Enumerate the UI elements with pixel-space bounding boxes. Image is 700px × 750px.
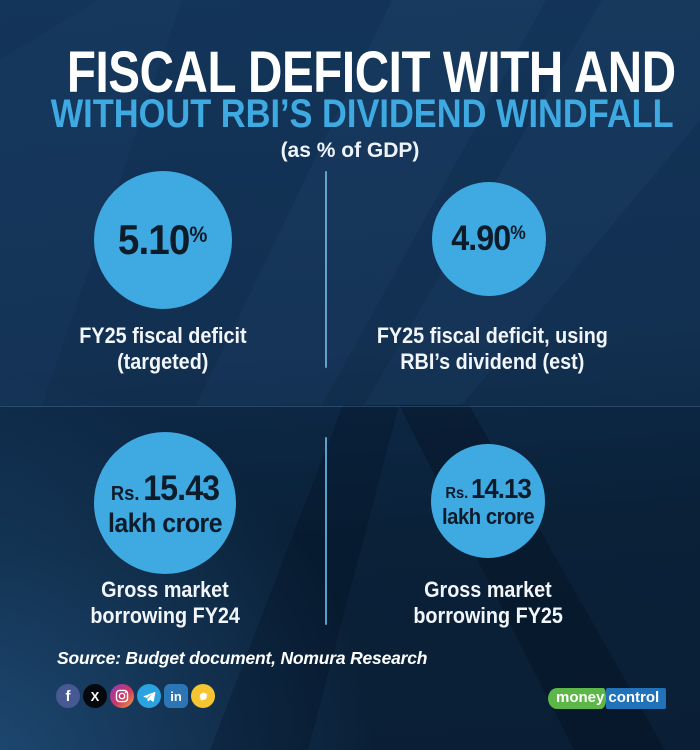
title-line-1: FISCAL DEFICIT WITH AND xyxy=(66,40,676,105)
moneycontrol-logo[interactable]: money control xyxy=(548,688,667,709)
stat-circle-borrowing-fy25: Rs.14.13 lakh crore xyxy=(431,444,545,558)
source-note: Source: Budget document, Nomura Research xyxy=(57,648,428,668)
stat-value: Rs.14.13 lakh crore xyxy=(441,473,535,530)
social-icons-row: f X in xyxy=(56,684,215,708)
camera-glyph xyxy=(115,689,129,703)
koo-bird-glyph xyxy=(199,692,208,701)
vertical-divider-bottom xyxy=(325,437,327,625)
stat-label-fy25-targeted: FY25 fiscal deficit (targeted) xyxy=(79,323,247,374)
x-icon[interactable]: X xyxy=(83,684,107,708)
instagram-icon[interactable] xyxy=(110,684,134,708)
stat-value: 5.10% xyxy=(118,216,208,263)
chart-subtitle: (as % of GDP) xyxy=(280,139,420,162)
vertical-divider-top xyxy=(325,171,327,368)
logo-control-part: control xyxy=(606,688,667,709)
stat-label-borrowing-fy25: Gross market borrowing FY25 xyxy=(413,577,563,628)
horizontal-divider xyxy=(0,406,700,407)
linkedin-icon[interactable]: in xyxy=(164,684,188,708)
title-line-2: WITHOUT RBI’S DIVIDEND WINDFALL xyxy=(50,92,674,136)
stat-circle-fy25-rbi-dividend: 4.90% xyxy=(432,182,546,296)
stat-label-borrowing-fy24: Gross market borrowing FY24 xyxy=(90,577,240,628)
stat-circle-fy25-targeted: 5.10% xyxy=(94,171,232,309)
telegram-icon[interactable] xyxy=(137,684,161,708)
logo-money-part: money xyxy=(548,688,607,709)
stat-value: 4.90% xyxy=(451,219,527,258)
paper-plane-glyph xyxy=(143,691,155,702)
koo-icon[interactable] xyxy=(191,684,215,708)
stat-value: Rs. 15.43 lakh crore xyxy=(107,468,223,538)
stat-circle-borrowing-fy24: Rs. 15.43 lakh crore xyxy=(94,432,236,574)
facebook-icon[interactable]: f xyxy=(56,684,80,708)
stat-label-fy25-rbi-dividend: FY25 fiscal deficit, using RBI’s dividen… xyxy=(376,323,608,374)
